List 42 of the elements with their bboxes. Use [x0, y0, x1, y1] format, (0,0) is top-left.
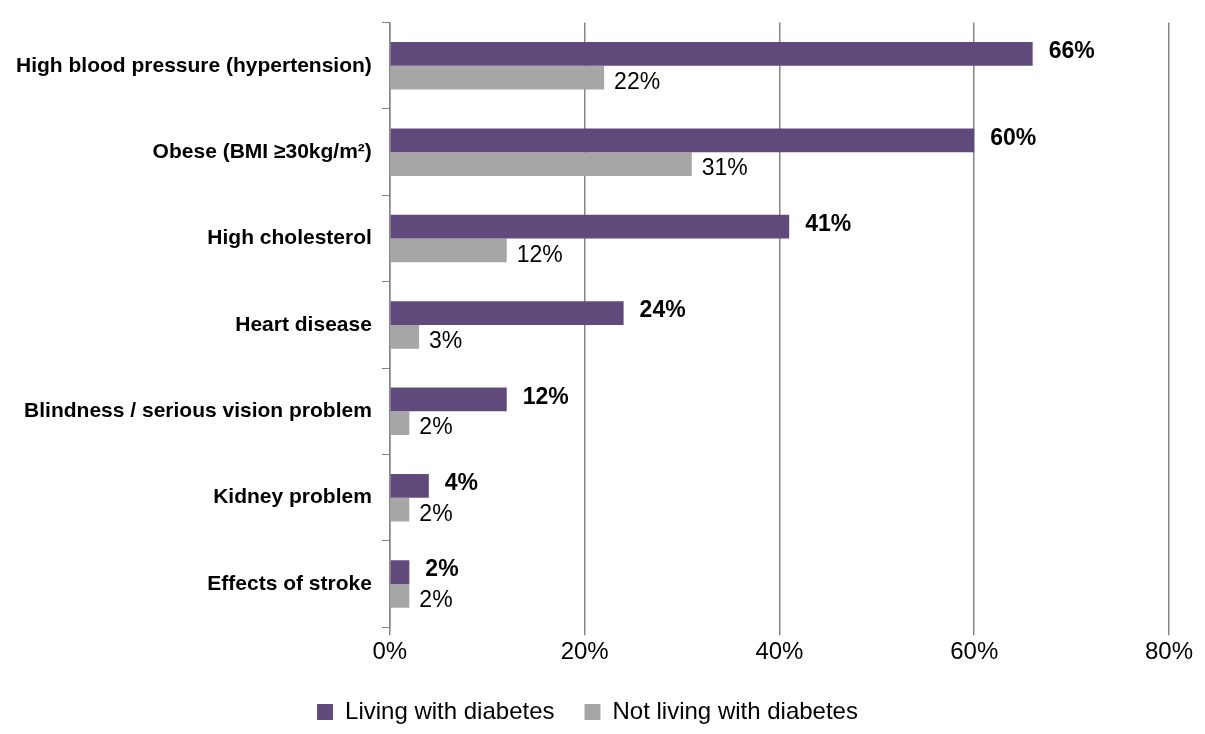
y-tick-label: Effects of stroke — [207, 570, 372, 594]
bar — [390, 128, 975, 153]
x-tick-label: 0% — [372, 637, 408, 665]
bar — [390, 324, 420, 349]
y-tick-label: High blood pressure (hypertension) — [15, 52, 372, 76]
data-label: 2% — [425, 555, 459, 582]
data-label: 12% — [516, 240, 563, 267]
bar — [390, 584, 410, 608]
x-tick-label: 60% — [950, 637, 999, 665]
bar — [390, 152, 692, 176]
x-tick-label: 40% — [755, 637, 804, 665]
legend-label: Living with diabetes — [345, 696, 555, 724]
bar — [390, 42, 1033, 66]
data-label: 31% — [701, 154, 748, 181]
data-label: 2% — [419, 586, 453, 613]
data-label: 22% — [614, 68, 661, 95]
bar — [390, 387, 507, 412]
data-label: 66% — [1048, 37, 1095, 64]
bar — [390, 411, 410, 436]
legend-label: Not living with diabetes — [612, 696, 858, 724]
data-label: 2% — [419, 413, 453, 440]
bar — [390, 560, 410, 585]
bar — [390, 238, 507, 263]
data-label: 3% — [429, 327, 463, 354]
bar — [390, 214, 790, 239]
y-tick-label: Heart disease — [235, 311, 372, 335]
bar — [390, 65, 605, 90]
x-tick-label: 80% — [1144, 637, 1194, 665]
y-tick-label: High cholesterol — [207, 225, 372, 249]
bar — [390, 473, 429, 498]
data-label: 2% — [419, 499, 453, 526]
y-tick-label: Blindness / serious vision problem — [24, 398, 372, 422]
y-tick-label: Obese (BMI ≥30kg/m²) — [152, 138, 372, 162]
data-label: 24% — [639, 296, 686, 323]
bar — [390, 497, 410, 522]
bar — [390, 301, 624, 325]
x-tick-label: 20% — [560, 637, 609, 665]
y-tick-label: Kidney problem — [213, 484, 372, 508]
data-label: 12% — [522, 382, 569, 409]
data-label: 60% — [990, 123, 1037, 150]
data-label: 4% — [444, 469, 479, 496]
data-label: 41% — [805, 210, 852, 236]
